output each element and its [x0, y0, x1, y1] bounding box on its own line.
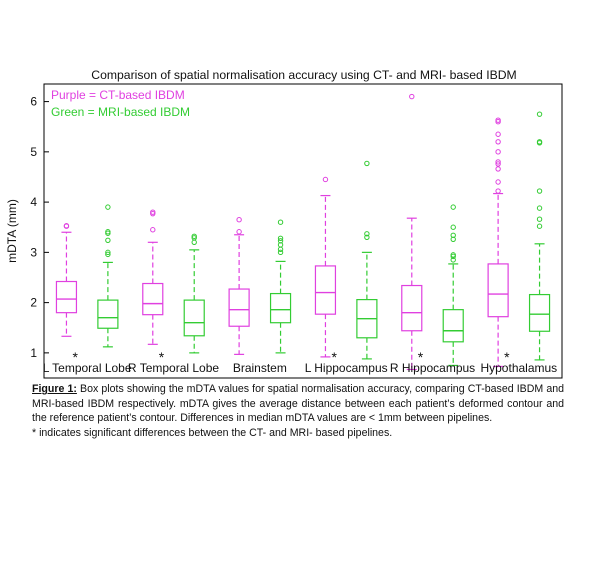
outlier-point	[277, 238, 284, 244]
outlier-point	[364, 160, 370, 167]
box-iqr	[183, 299, 205, 337]
box-iqr	[97, 299, 119, 329]
outlier-point	[364, 231, 370, 237]
y-tick-label: 2	[30, 296, 37, 310]
outlier-point	[150, 209, 156, 215]
box-group	[442, 204, 464, 367]
caption-text: Box plots showing the mDTA values for sp…	[32, 383, 564, 425]
box-group	[97, 204, 119, 348]
outlier-point	[536, 216, 543, 222]
outlier-point	[277, 235, 284, 241]
outlier-point	[105, 249, 111, 256]
x-category-label: L Temporal Lobe	[43, 361, 132, 375]
box-group	[528, 111, 551, 361]
box-iqr	[528, 293, 551, 332]
box-group	[401, 93, 423, 371]
outlier-point	[495, 161, 501, 167]
box-iqr	[314, 265, 337, 315]
y-tick-label: 3	[30, 245, 37, 259]
outlier-point	[495, 139, 501, 145]
box-group	[269, 219, 292, 354]
significance-star: *	[159, 349, 165, 365]
outlier-point	[495, 188, 501, 194]
outlier-point	[495, 159, 501, 165]
box-group	[142, 209, 164, 345]
outlier-point	[495, 117, 501, 123]
outlier-point	[322, 176, 329, 183]
outlier-point	[150, 227, 156, 233]
caption-note: * indicates significant differences betw…	[32, 426, 393, 439]
y-tick-label: 6	[30, 95, 37, 109]
outlier-point	[105, 204, 111, 210]
outlier-point	[277, 249, 284, 256]
outlier-point	[191, 239, 197, 246]
outlier-point	[63, 223, 70, 229]
box-iqr	[487, 263, 509, 318]
chart-title: Comparison of spatial normalisation accu…	[91, 68, 516, 82]
x-category-label: L Hippocampus	[305, 361, 388, 375]
box-iqr	[269, 292, 292, 324]
outlier-point	[450, 257, 456, 263]
y-tick-label: 4	[30, 195, 37, 209]
box-iqr	[442, 309, 464, 343]
significance-star: *	[331, 349, 337, 365]
box-group	[356, 160, 378, 360]
outlier-point	[364, 234, 370, 240]
box-group	[183, 233, 205, 354]
legend-mri: Green = MRI-based IBDM	[51, 105, 190, 119]
significance-star: *	[72, 349, 78, 365]
outlier-point	[450, 232, 456, 238]
y-axis-ticks: 1 2 3 4 5 6	[30, 95, 49, 360]
x-category-label: R Hippocampus	[390, 361, 475, 375]
x-category-label: Hypothalamus	[480, 361, 557, 375]
box-group	[228, 216, 250, 355]
x-category-label: R Temporal Lobe	[128, 361, 219, 375]
outlier-point	[191, 233, 197, 239]
figure-caption: Figure 1: Box plots showing the mDTA val…	[32, 382, 564, 440]
outlier-point	[105, 237, 111, 243]
box-group	[55, 223, 78, 337]
outlier-point	[450, 224, 456, 230]
outlier-point	[495, 149, 501, 155]
outlier-point	[450, 204, 456, 210]
caption-label: Figure 1:	[32, 383, 77, 395]
box-group	[487, 117, 509, 368]
y-axis-label: mDTA (mm)	[5, 199, 19, 263]
outlier-point	[495, 131, 501, 137]
significance-markers: * * * * *	[72, 349, 510, 365]
box-series	[55, 93, 551, 371]
legend-ct: Purple = CT-based IBDM	[51, 88, 185, 102]
outlier-point	[536, 205, 543, 211]
y-tick-label: 1	[30, 346, 37, 360]
outlier-point	[105, 251, 111, 258]
plot-frame	[43, 83, 563, 379]
box-group	[314, 176, 337, 358]
box-iqr	[55, 280, 78, 314]
outlier-point	[105, 229, 111, 235]
significance-star: *	[418, 349, 424, 365]
y-tick-label: 5	[30, 145, 37, 159]
outlier-point	[409, 93, 415, 100]
outlier-point	[450, 252, 456, 258]
outlier-point	[277, 219, 284, 225]
outlier-point	[277, 246, 284, 253]
outlier-point	[236, 229, 242, 235]
outlier-point	[536, 223, 543, 229]
outlier-point	[236, 216, 242, 223]
outlier-point	[495, 179, 501, 185]
significance-star: *	[504, 349, 510, 365]
box-iqr	[228, 288, 250, 327]
outlier-point	[495, 166, 501, 172]
outlier-point	[536, 139, 543, 145]
box-iqr	[142, 282, 164, 316]
x-category-label: Brainstem	[233, 361, 287, 375]
outlier-point	[536, 111, 543, 117]
box-iqr	[401, 284, 423, 332]
outlier-point	[536, 188, 543, 194]
